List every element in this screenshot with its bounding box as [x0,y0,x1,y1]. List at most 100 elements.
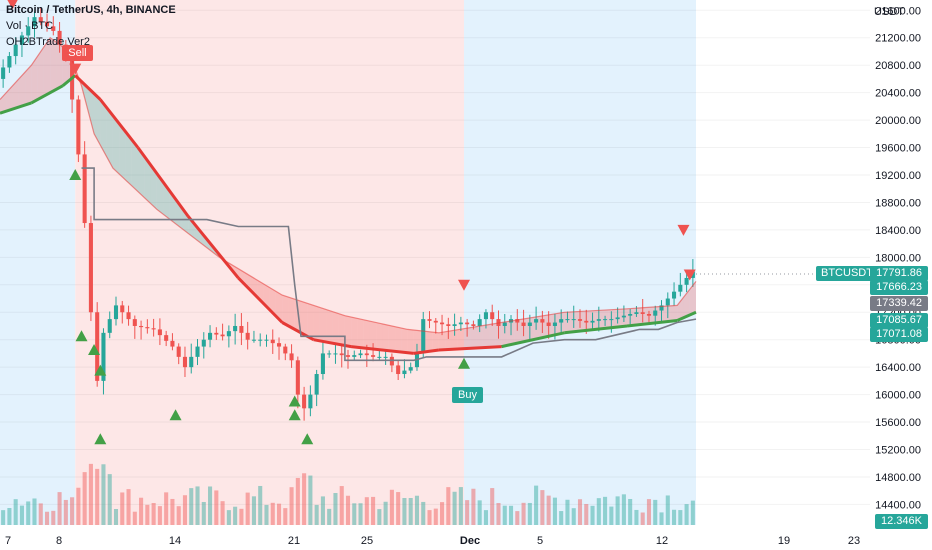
volume-bar [76,487,81,525]
candle-body [38,17,43,22]
price-tag-4: 17085.67 [870,313,928,328]
ribbon-segment [288,297,295,330]
y-tick-label: 20000.00 [875,115,921,127]
volume-bar [264,504,269,525]
ribbon-segment [426,331,433,352]
volume-legend: Vol · BTC [6,20,54,32]
candle-body [465,322,470,325]
trend-ma-line [626,319,678,328]
candle-body [433,320,438,323]
volume-bar [51,510,56,525]
buy-triangle [288,395,301,407]
volume-bar [189,488,194,525]
ribbon-segment [18,72,26,108]
volume-bar [490,488,495,525]
trend-ma-line [501,331,565,349]
candle-body [327,353,332,355]
volume-bar [371,496,376,525]
grid-lines [0,9,870,505]
price-tag-5: 17071.08 [870,327,928,342]
ribbon-segment [163,181,170,219]
volume-bar [327,508,332,525]
volume-bar [314,504,319,525]
volume-bar [659,512,664,525]
candle-body [690,271,695,278]
trend-ma-line [350,345,414,355]
ribbon-segment [156,173,164,215]
ribbon-segment [43,37,51,97]
candle-body [527,322,532,326]
candle-body [621,315,626,318]
candle-body [577,319,583,321]
candle-body [333,353,338,355]
volume-bar [690,500,695,525]
trend-ma-line [61,74,77,87]
volume-bar [70,497,75,525]
zone-up [464,0,696,525]
candle-body [126,312,131,320]
volume-bar [182,495,188,525]
trend-ma-line [676,310,697,322]
buy-triangle [94,433,107,445]
candle-body [151,328,156,330]
ribbon-segment [683,289,690,318]
volume-bar [339,486,344,525]
candle-body [590,320,595,323]
volume-bar [678,510,683,525]
volume-bar [32,498,37,525]
ribbon-segment [244,272,251,291]
ribbon-segment [12,78,19,110]
candle-body [678,284,683,292]
volume-bar [377,509,382,525]
volume-bar [471,488,476,525]
volume-bar [164,492,169,525]
volume-bar [565,499,570,525]
buy-triangle [288,409,301,421]
volume-bar [283,508,288,525]
candle-body [345,355,351,357]
candle-body [446,324,451,326]
volume-tag: 12.346K [875,514,928,529]
candle-body [220,334,225,337]
candle-body [44,21,50,27]
candle-body [302,394,307,409]
candle-body [283,346,288,354]
buy-triangle [458,357,470,369]
volume-bar [615,496,620,525]
symbol-tag: BTCUSDT [816,266,878,281]
volume-bar [465,500,470,525]
volume-bar [433,508,438,525]
price-axis: 21600.00 21200.00 20800.00 20400.00 20000.00… [875,5,921,511]
ribbon-segment [438,331,446,350]
candle-body [389,356,394,366]
candle-body [289,353,294,361]
candle-body [665,298,670,306]
y-tick-label: 19600.00 [875,143,921,155]
candle-body [120,305,125,313]
buy-triangle [169,409,182,421]
candle-body [251,339,256,341]
candle-body [295,360,300,395]
y-tick-label: 18400.00 [875,225,921,237]
ribbon-segment [489,323,496,348]
trend-ma-line [136,146,190,218]
volume-bar [521,502,526,525]
y-tick-label: 20400.00 [875,88,921,100]
candle-body [402,370,407,375]
x-tick-label: 8 [56,535,62,547]
volume-bar [220,501,225,525]
volume-bar [44,511,50,525]
candle-body [471,324,476,326]
ribbon-segment [119,123,126,180]
ribbon-segment [188,216,195,239]
ribbon-segment [382,323,389,351]
candle-body [107,319,112,333]
candle-body [95,312,100,381]
candle-body [358,353,363,356]
ribbon-segment [6,85,13,112]
volume-bar [7,508,12,525]
volume-bar [295,477,300,525]
volume-bar [63,499,68,525]
buy-triangle [301,433,314,445]
